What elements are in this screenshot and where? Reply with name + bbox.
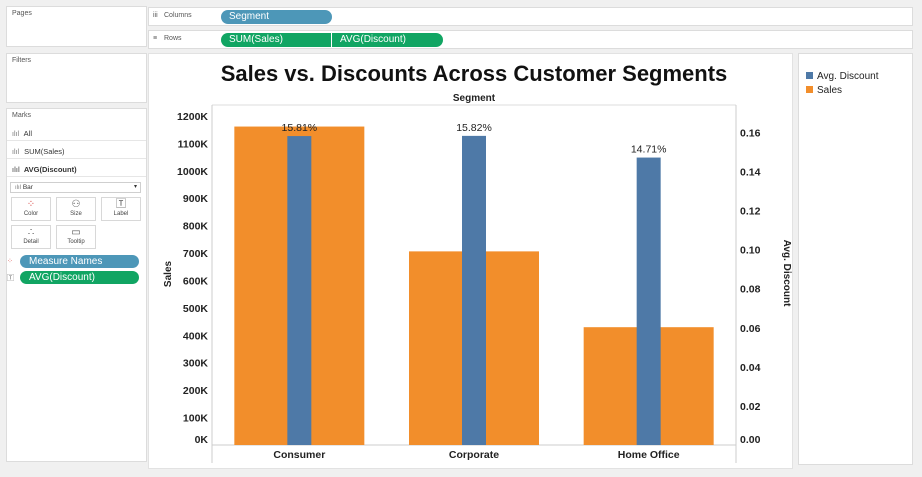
data-label: 15.81% bbox=[282, 122, 318, 134]
chevron-down-icon: ▾ bbox=[133, 184, 137, 190]
marks-layer-label: All bbox=[23, 129, 33, 138]
x-tick-label: Consumer bbox=[273, 449, 325, 461]
legend-item-sales[interactable]: Sales bbox=[806, 85, 842, 96]
bar-avg-discount[interactable] bbox=[287, 136, 312, 445]
marks-layer-label: AVG(Discount) bbox=[23, 165, 77, 174]
y-tick-label: 0K bbox=[195, 434, 209, 446]
avg-discount-pill[interactable]: AVG(Discount) bbox=[332, 33, 443, 47]
bar-icon: ılıl bbox=[12, 149, 19, 156]
rows-shelf-label: Rows bbox=[164, 35, 182, 42]
size-button[interactable]: ⚇ Size bbox=[56, 197, 96, 221]
y-tick-label-right: 0.08 bbox=[740, 284, 761, 296]
marks-layer-sum-sales[interactable]: ılıl SUM(Sales) bbox=[7, 143, 146, 159]
y-tick-label-right: 0.06 bbox=[740, 323, 761, 335]
y-tick-label: 400K bbox=[183, 330, 209, 342]
color-icon: ⁘ bbox=[26, 199, 36, 210]
legend-card: Avg. Discount Sales bbox=[798, 53, 913, 465]
y-tick-label-right: 0.00 bbox=[740, 434, 761, 446]
chart-panel: Sales vs. Discounts Across Customer Segm… bbox=[148, 53, 793, 469]
marks-layer-avg-discount[interactable]: ılıl AVG(Discount) bbox=[7, 161, 146, 177]
mark-type-select[interactable]: ılıl Bar ▾ bbox=[10, 182, 141, 193]
y-tick-label: 1200K bbox=[177, 111, 208, 123]
legend-item-avg-discount[interactable]: Avg. Discount bbox=[806, 71, 879, 82]
legend-swatch bbox=[806, 86, 813, 93]
label-icon: 🅃 bbox=[116, 199, 126, 210]
sum-sales-pill[interactable]: SUM(Sales) bbox=[221, 33, 331, 47]
marks-layer-label: SUM(Sales) bbox=[24, 147, 65, 156]
y-tick-label: 600K bbox=[183, 275, 209, 287]
y-tick-label: 900K bbox=[183, 193, 209, 205]
detail-button-label: Detail bbox=[23, 239, 39, 245]
y-axis-label-right: Avg. Discount bbox=[781, 240, 792, 308]
y-tick-label: 300K bbox=[183, 358, 209, 370]
text-icon: 🅃 bbox=[7, 275, 14, 282]
y-axis-label: Sales bbox=[163, 260, 174, 287]
mark-type-value: Bar bbox=[22, 184, 33, 191]
rows-icon: ≡ bbox=[153, 35, 158, 42]
y-tick-label: 1100K bbox=[178, 138, 209, 150]
data-label: 14.71% bbox=[631, 144, 667, 156]
bar-avg-discount[interactable] bbox=[636, 157, 661, 445]
y-tick-label-right: 0.16 bbox=[740, 127, 761, 139]
marks-title: Marks bbox=[12, 112, 32, 119]
y-tick-label-right: 0.14 bbox=[740, 166, 761, 178]
measure-names-pill[interactable]: Measure Names bbox=[20, 255, 139, 268]
chart-title: Sales vs. Discounts Across Customer Segm… bbox=[221, 61, 728, 86]
y-tick-label-right: 0.12 bbox=[740, 206, 761, 218]
detail-button[interactable]: ∴ Detail bbox=[11, 225, 51, 249]
pages-card: Pages bbox=[6, 6, 147, 47]
segment-header: Segment bbox=[453, 93, 496, 104]
filters-title: Filters bbox=[12, 57, 32, 64]
x-tick-label: Corporate bbox=[449, 449, 499, 461]
marks-layer-all[interactable]: ılıl All bbox=[7, 125, 146, 141]
y-tick-label: 800K bbox=[183, 221, 209, 233]
size-icon: ⚇ bbox=[71, 199, 81, 210]
y-tick-label: 500K bbox=[183, 303, 209, 315]
pages-title: Pages bbox=[12, 10, 32, 17]
columns-shelf[interactable]: iii Columns Segment bbox=[148, 7, 913, 26]
y-tick-label-right: 0.10 bbox=[740, 245, 761, 257]
bar-icon: ılıl bbox=[12, 167, 20, 174]
label-button-label: Label bbox=[113, 211, 129, 217]
data-label: 15.82% bbox=[456, 122, 492, 134]
avg-discount-label-pill[interactable]: AVG(Discount) bbox=[20, 271, 139, 284]
y-tick-label: 700K bbox=[183, 248, 209, 260]
columns-icon: iii bbox=[153, 12, 158, 19]
columns-shelf-label: Columns bbox=[164, 12, 192, 19]
filters-card[interactable]: Filters bbox=[6, 53, 147, 103]
y-tick-label-right: 0.04 bbox=[740, 362, 761, 374]
y-tick-label-right: 0.02 bbox=[740, 401, 761, 413]
rows-shelf[interactable]: ≡ Rows SUM(Sales) AVG(Discount) bbox=[148, 30, 913, 49]
bar-avg-discount[interactable] bbox=[462, 135, 486, 445]
color-button-label: Color bbox=[23, 211, 39, 217]
tooltip-button-label: Tooltip bbox=[67, 239, 85, 245]
y-tick-label: 200K bbox=[183, 385, 209, 397]
size-button-label: Size bbox=[70, 211, 82, 217]
y-tick-label: 100K bbox=[183, 413, 209, 425]
color-button[interactable]: ⁘ Color bbox=[11, 197, 51, 221]
y-tick-label: 1000K bbox=[177, 166, 208, 178]
chart-svg: Sales vs. Discounts Across Customer Segm… bbox=[163, 61, 792, 463]
label-button[interactable]: 🅃 Label bbox=[101, 197, 141, 221]
tooltip-button[interactable]: ▭ Tooltip bbox=[56, 225, 96, 249]
x-tick-label: Home Office bbox=[618, 449, 680, 461]
bar-icon: ılıl bbox=[12, 131, 19, 138]
segment-pill[interactable]: Segment bbox=[221, 10, 332, 24]
bar-icon: ılıl bbox=[15, 185, 21, 191]
color-dots-icon: ⁘ bbox=[7, 258, 13, 265]
legend-label: Avg. Discount bbox=[817, 71, 879, 82]
tooltip-icon: ▭ bbox=[71, 227, 81, 238]
legend-swatch bbox=[806, 72, 813, 79]
legend-label: Sales bbox=[817, 85, 843, 96]
detail-icon: ∴ bbox=[27, 227, 35, 238]
marks-card: Marks bbox=[6, 108, 147, 462]
